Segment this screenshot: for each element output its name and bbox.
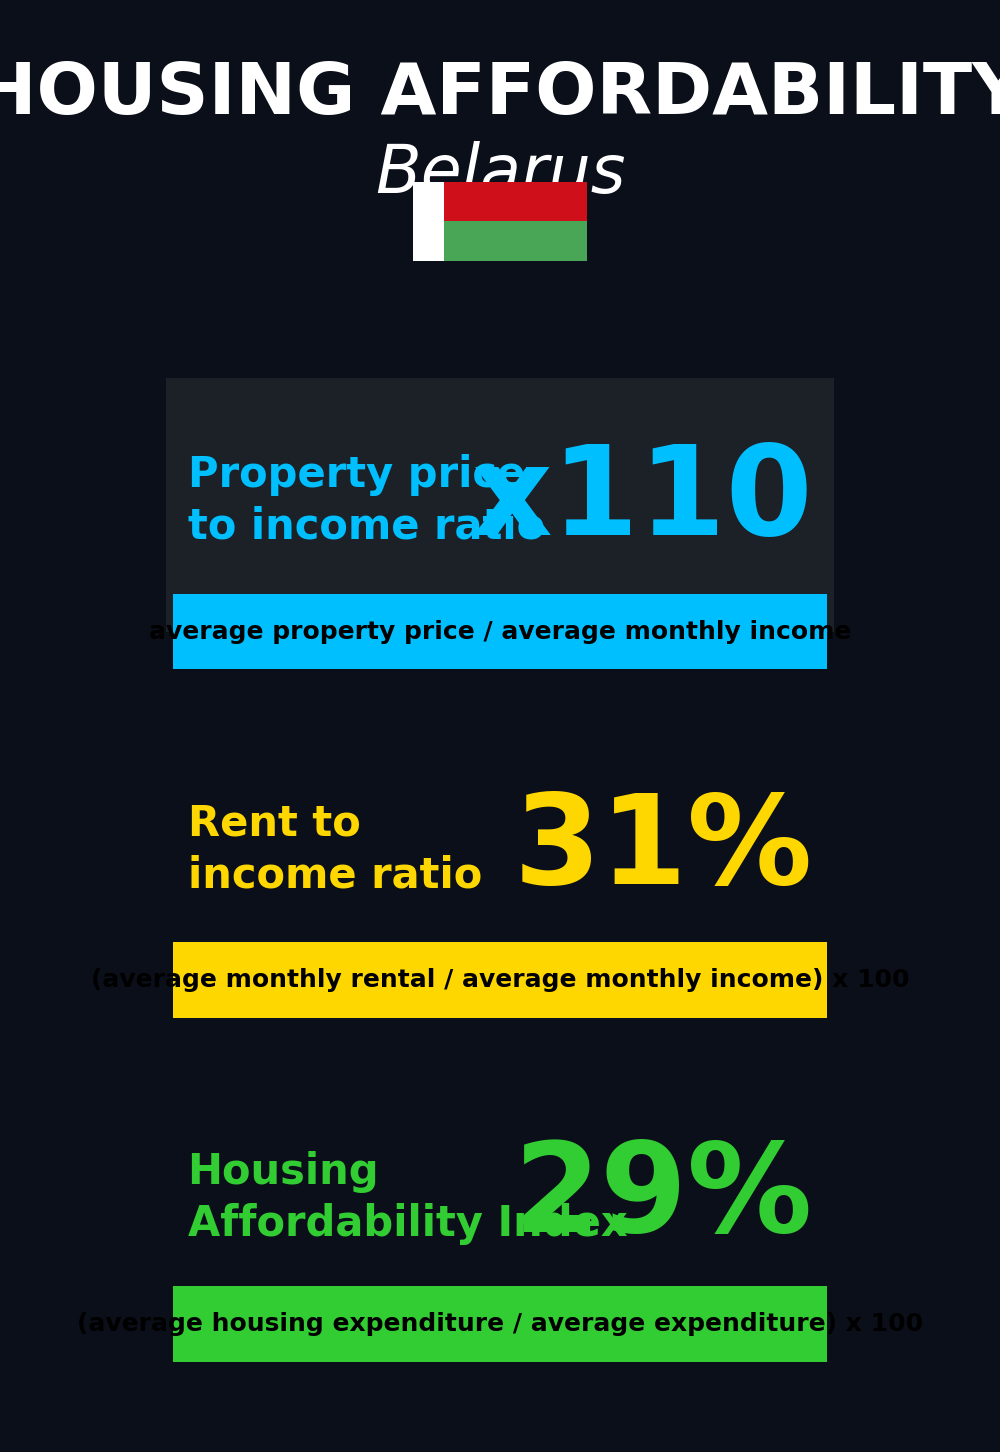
- FancyBboxPatch shape: [166, 378, 834, 632]
- Text: Housing
Affordability Index: Housing Affordability Index: [188, 1151, 627, 1244]
- FancyBboxPatch shape: [413, 182, 587, 221]
- Text: (average housing expenditure / average expenditure) x 100: (average housing expenditure / average e…: [77, 1313, 923, 1336]
- Text: average property price / average monthly income: average property price / average monthly…: [149, 620, 851, 643]
- FancyBboxPatch shape: [173, 1286, 827, 1362]
- FancyBboxPatch shape: [173, 942, 827, 1018]
- Text: Property price
to income ratio: Property price to income ratio: [188, 454, 545, 547]
- Text: HOUSING AFFORDABILITY: HOUSING AFFORDABILITY: [0, 60, 1000, 129]
- Text: 31%: 31%: [513, 788, 812, 910]
- FancyBboxPatch shape: [413, 182, 444, 261]
- Text: Belarus: Belarus: [375, 141, 625, 208]
- FancyBboxPatch shape: [173, 594, 827, 669]
- Text: x110: x110: [471, 440, 812, 562]
- Text: 29%: 29%: [513, 1137, 812, 1259]
- Text: Rent to
income ratio: Rent to income ratio: [188, 803, 482, 896]
- FancyBboxPatch shape: [413, 221, 587, 261]
- Text: (average monthly rental / average monthly income) x 100: (average monthly rental / average monthl…: [91, 968, 909, 992]
